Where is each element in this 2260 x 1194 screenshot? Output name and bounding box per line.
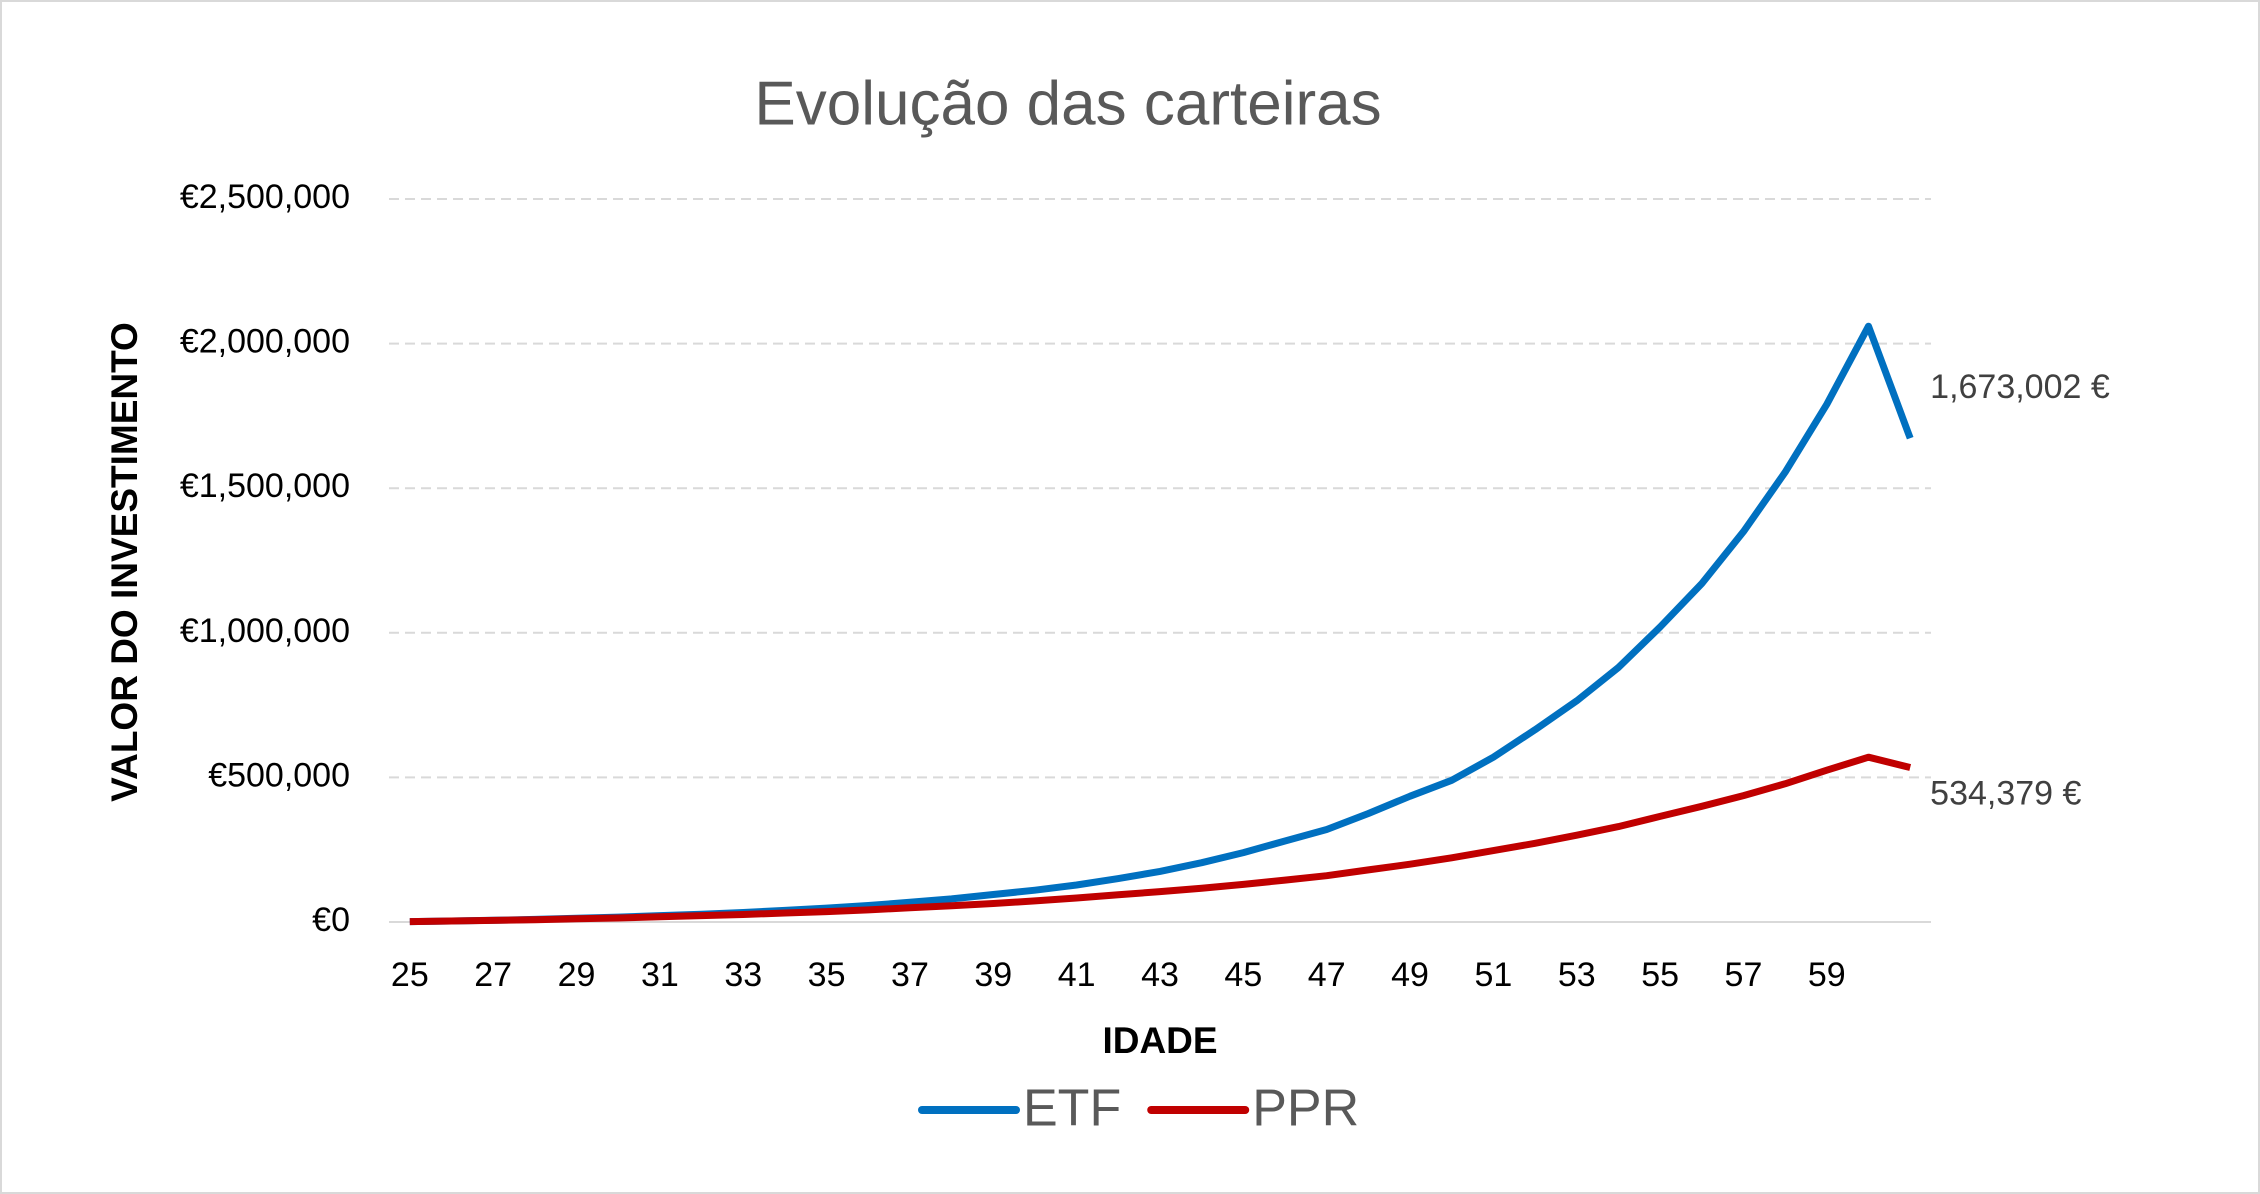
y-tick-label: €1,000,000: [180, 612, 350, 650]
legend-label: ETF: [1023, 1080, 1121, 1138]
x-tick-label: 33: [724, 956, 762, 994]
y-tick-label: €2,000,000: [180, 323, 350, 361]
x-tick-label: 59: [1808, 956, 1846, 994]
x-tick-label: 45: [1224, 956, 1262, 994]
x-tick-label: 47: [1308, 956, 1346, 994]
x-tick-label: 53: [1558, 956, 1596, 994]
x-tick-label: 49: [1391, 956, 1429, 994]
legend-label: PPR: [1252, 1080, 1359, 1138]
x-tick-label: 25: [391, 956, 429, 994]
y-tick-label: €0: [312, 901, 350, 939]
x-tick-label: 29: [558, 956, 596, 994]
line-series: [409, 753, 1912, 926]
y-tick-label: €1,500,000: [180, 467, 350, 505]
chart-title: Evolução das carteiras: [754, 69, 1381, 138]
x-tick-label: 37: [891, 956, 929, 994]
x-tick-label: 35: [808, 956, 846, 994]
x-axis-label: IDADE: [1102, 1020, 1217, 1061]
x-tick-label: 27: [474, 956, 512, 994]
y-tick-label: €500,000: [208, 756, 350, 794]
x-tick-label: 31: [641, 956, 679, 994]
x-tick-label: 51: [1474, 956, 1512, 994]
y-tick-label: €2,500,000: [180, 178, 350, 216]
x-tick-label: 55: [1641, 956, 1679, 994]
x-tick-label: 39: [974, 956, 1012, 994]
data-label: 1,673,002 €: [1930, 368, 2110, 406]
x-tick-label: 57: [1725, 956, 1763, 994]
data-label: 534,379 €: [1930, 774, 2081, 812]
x-tick-label: 43: [1141, 956, 1179, 994]
y-axis-label: VALOR DO INVESTIMENTO: [104, 322, 145, 802]
x-tick-label: 41: [1058, 956, 1096, 994]
